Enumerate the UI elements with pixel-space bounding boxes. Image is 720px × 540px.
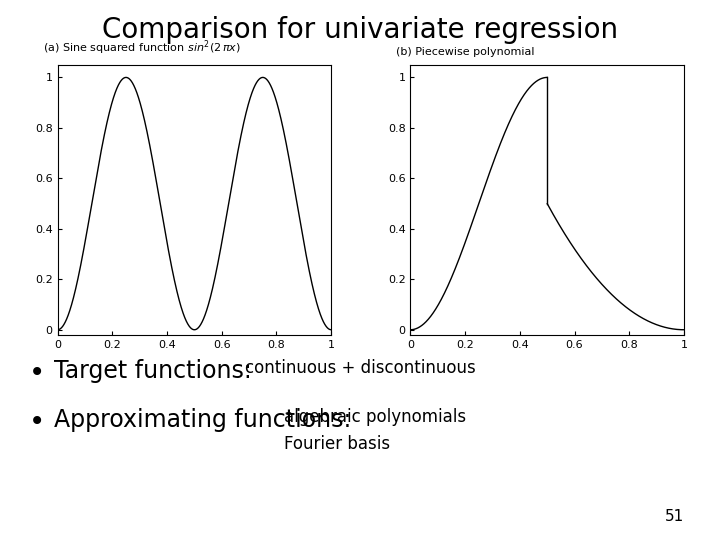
Text: algebraic polynomials: algebraic polynomials: [284, 408, 467, 426]
Text: •: •: [29, 359, 45, 387]
Text: Comparison for univariate regression: Comparison for univariate regression: [102, 16, 618, 44]
Text: 51: 51: [665, 509, 684, 524]
Text: continuous + discontinuous: continuous + discontinuous: [245, 359, 475, 377]
Text: (a) Sine squared function $\mathit{sin}^2(2\,\pi x)$: (a) Sine squared function $\mathit{sin}^…: [43, 38, 241, 57]
Text: Approximating functions:: Approximating functions:: [54, 408, 366, 431]
Text: •: •: [29, 408, 45, 436]
Text: Fourier basis: Fourier basis: [284, 435, 390, 453]
Text: (b) Piecewise polynomial: (b) Piecewise polynomial: [396, 46, 534, 57]
Text: Target functions:: Target functions:: [54, 359, 259, 383]
